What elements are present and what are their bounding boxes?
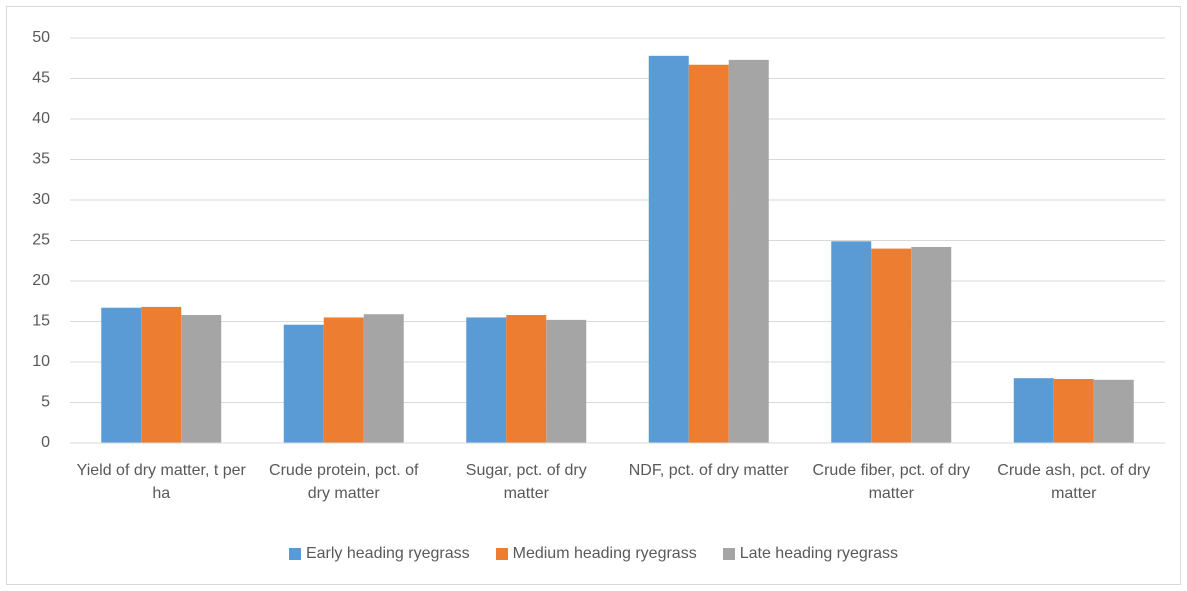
bar [323,317,364,443]
x-tick-label: Crude protein, pct. of dry matter [269,462,419,502]
x-tick-label: Sugar, pct. of dry matter [465,462,587,502]
bar [1053,379,1094,443]
bar [871,248,912,443]
bar [648,55,689,443]
y-tick-label: 20 [32,272,50,289]
y-tick-label: 15 [32,313,50,330]
legend-item: Late heading ryegrass [722,545,899,563]
bar [1093,379,1134,443]
legend-swatch [495,548,508,560]
x-tick-label: Yield of dry matter, t per ha [76,462,246,502]
y-tick-label: 35 [32,151,50,168]
bar [283,324,324,443]
legend-item: Early heading ryegrass [288,545,470,563]
legend: Early heading ryegrass Medium heading rye… [0,545,1187,563]
x-tick-label: NDF, pct. of dry matter [628,462,789,479]
x-tick-label: Crude ash, pct. of dry matter [997,462,1151,502]
y-tick-label: 5 [41,394,50,411]
y-tick-label: 45 [32,70,50,87]
bar [728,59,769,444]
legend-swatch [722,548,735,560]
y-tick-label: 0 [41,434,50,451]
bar [506,315,547,443]
y-tick-label: 25 [32,232,50,249]
x-tick-label: Crude fiber, pct. of dry matter [812,462,970,502]
bar [688,64,729,443]
bar [911,246,952,443]
chart-border [6,6,1181,585]
y-tick-label: 10 [32,353,50,370]
bar [546,319,587,443]
legend-item: Medium heading ryegrass [495,545,697,563]
bar [831,241,872,443]
legend-label: Medium heading ryegrass [512,545,697,562]
y-tick-label: 30 [32,191,50,208]
y-tick-label: 40 [32,110,50,127]
bar [1013,378,1054,443]
bar [363,314,404,443]
bar [141,306,182,443]
legend-label: Late heading ryegrass [739,545,899,562]
y-tick-label: 50 [32,29,50,46]
bar [466,317,507,443]
legend-label: Early heading ryegrass [305,545,470,562]
legend-swatch [288,548,301,560]
bar [101,307,142,443]
bar [181,315,222,443]
